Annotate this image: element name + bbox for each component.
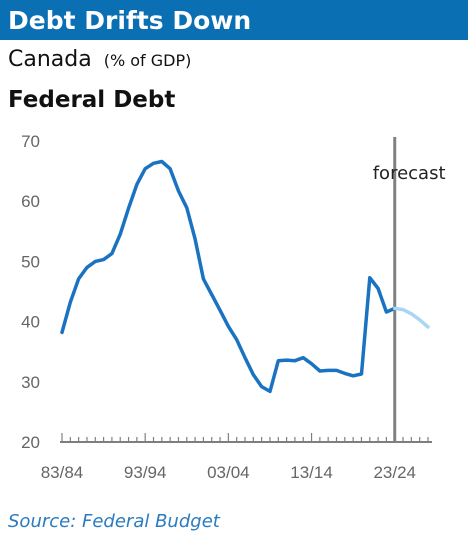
- actual-series-line: [60, 159, 397, 394]
- x-tick-label: 23/24: [373, 463, 416, 482]
- y-tick-label: 30: [21, 373, 40, 392]
- x-tick-label: 93/94: [124, 463, 167, 482]
- unit-label: (% of GDP): [103, 51, 192, 70]
- source-note: Source: Federal Budget: [8, 511, 220, 532]
- line-chart: 20 30 40 50 60 70 83/84 93/94 03/04 13/14 23/24 for…: [21, 132, 446, 482]
- x-tick-label: 83/84: [41, 463, 84, 482]
- chart-title: Federal Debt: [8, 87, 176, 113]
- page-title: Debt Drifts Down: [8, 5, 252, 35]
- chart-subtitle: Canada (% of GDP): [8, 47, 191, 72]
- forecast-series-line: [392, 306, 430, 329]
- country-label: Canada: [8, 47, 92, 72]
- y-tick-label: 40: [21, 313, 40, 332]
- y-tick-label: 20: [21, 433, 40, 452]
- title-bar: Debt Drifts Down: [0, 0, 468, 40]
- forecast-label: forecast: [373, 163, 446, 184]
- x-tick-label: 13/14: [290, 463, 333, 482]
- y-tick-label: 60: [21, 192, 40, 211]
- y-tick-label: 70: [21, 132, 40, 151]
- x-tick-label: 03/04: [207, 463, 250, 482]
- y-tick-label: 50: [21, 252, 40, 271]
